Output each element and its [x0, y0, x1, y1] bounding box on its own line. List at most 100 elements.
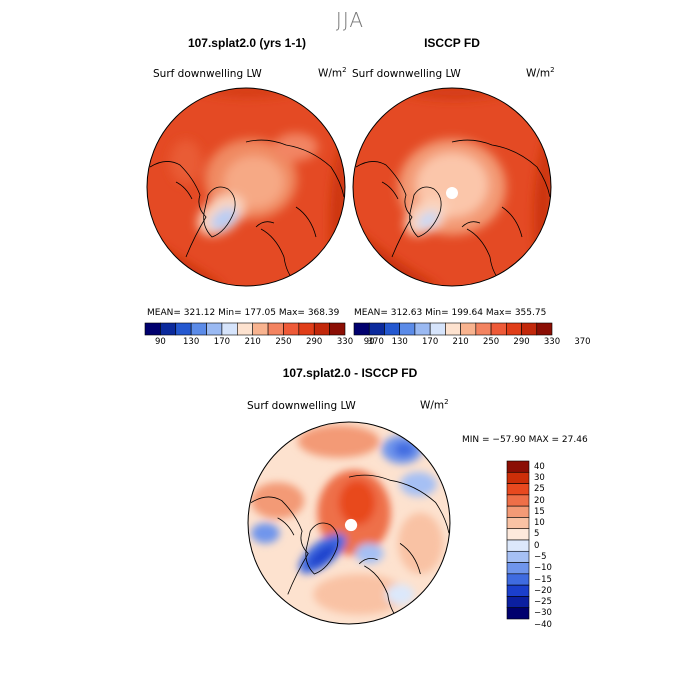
model-colorbar-box [237, 322, 253, 336]
diff-colorbar-box [506, 562, 530, 575]
model-canada-patch [170, 140, 202, 184]
diff-colorbar-box [506, 539, 530, 552]
diff-colorbar-box [506, 550, 530, 563]
model-colorbar-box [252, 322, 269, 336]
diff-colorbar-tick: −5 [534, 551, 547, 562]
model-coastlines [149, 139, 345, 284]
diff-neg-south [355, 543, 384, 564]
model-colorbar-tick: 290 [306, 337, 323, 347]
model-greenland-low [210, 207, 238, 231]
obs-coastlines [355, 139, 551, 284]
obs-colorbar-box [399, 322, 416, 336]
obs-colorbar-tick: 170 [422, 337, 439, 347]
obs-colorbar-box [506, 322, 522, 336]
diff-colorbar [506, 460, 530, 620]
diff-colorbar-tick: 10 [534, 518, 545, 529]
model-colorbar-tick: 330 [336, 337, 354, 347]
obs-polar-map [352, 87, 552, 287]
obs-colorbar-tick: 130 [391, 337, 408, 347]
obs-colorbar-box [384, 322, 400, 336]
obs-colorbar [353, 322, 553, 336]
model-colorbar-ticks: 90 130 170 210 250 290 330 370 [145, 337, 384, 349]
obs-colorbar-box [414, 322, 431, 336]
diff-neg-west [251, 523, 280, 544]
diff-map-border [247, 421, 451, 625]
diff-colorbar-tick: 40 [534, 461, 545, 472]
model-colorbar-box [313, 322, 330, 336]
model-colorbar-tick: 250 [275, 337, 292, 347]
diff-colorbar-box [506, 596, 530, 609]
diff-pos-center-core [338, 480, 376, 526]
obs-colorbar-tick: 370 [574, 337, 591, 347]
diff-variable-label: Surf downwelling LW [247, 400, 356, 412]
diff-colorbar-tick: 0 [534, 540, 540, 551]
obs-units-label: W/m2 [526, 66, 555, 80]
diff-colorbar-tick: 30 [534, 472, 545, 483]
obs-colorbar-tick: 290 [513, 337, 530, 347]
obs-colorbar-box [445, 322, 461, 336]
diff-colorbar-box [506, 505, 530, 518]
diff-colorbar-tick: 20 [534, 495, 545, 506]
obs-colorbar-box [353, 322, 370, 336]
model-colorbar-box [144, 322, 161, 336]
diff-pos-east [397, 512, 443, 574]
obs-stats: MEAN= 312.63 Min= 199.64 Max= 355.75 [354, 308, 547, 318]
diff-colorbar-box [506, 460, 530, 473]
diff-colorbar-box [506, 483, 530, 496]
model-map-border [146, 87, 346, 287]
obs-colorbar-tick: 330 [543, 337, 561, 347]
model-variable-label: Surf downwelling LW [153, 68, 262, 80]
obs-band-top-dark [382, 88, 532, 100]
model-colorbar [144, 322, 346, 336]
diff-colorbar-tick: −15 [534, 574, 552, 585]
model-colorbar-box [206, 322, 223, 336]
diff-neg-greenland-core [309, 544, 336, 567]
diff-colorbar-tick: 25 [534, 484, 545, 495]
obs-colorbar-tick: 250 [482, 337, 500, 347]
diff-colorbar-tick: −25 [534, 597, 552, 608]
obs-map-border [352, 87, 552, 287]
diff-colorbar-ticks: 40 30 25 20 15 10 5 0 −5 −10 −15 −20 −25 −30 −40 [534, 461, 564, 630]
model-units-label: W/m2 [318, 66, 347, 80]
diff-colorbar-box [506, 584, 530, 597]
model-polar-map [146, 87, 346, 287]
diff-colorbar-box [506, 607, 530, 620]
obs-variable-label: Surf downwelling LW [352, 68, 461, 80]
diff-colorbar-tick: 15 [534, 506, 545, 517]
model-colorbar-box [160, 322, 177, 336]
diff-pos-south [313, 574, 406, 615]
diff-colorbar-box [506, 528, 530, 541]
model-colorbar-box [221, 322, 238, 336]
obs-colorbar-box [429, 322, 446, 336]
diff-colorbar-box [506, 494, 530, 507]
obs-colorbar-tick: 90 [363, 337, 375, 347]
diff-stats: MIN = −57.90 MAX = 27.46 [462, 435, 588, 445]
diff-colorbar-tick: −10 [534, 563, 552, 574]
diff-colorbar-tick: 5 [534, 529, 540, 540]
model-colorbar-tick: 210 [244, 337, 261, 347]
diff-colorbar-box [506, 471, 530, 484]
model-arctic-inner [224, 156, 284, 208]
diff-pole-hole [344, 518, 358, 532]
obs-colorbar-ticks: 90 130 170 210 250 290 330 370 [354, 337, 591, 349]
diff-polar-map [247, 421, 451, 625]
obs-pole-hole [446, 187, 458, 199]
diff-pos-north [298, 425, 380, 458]
model-colorbar-tick: 170 [213, 337, 231, 347]
model-colorbar-box [175, 322, 192, 336]
obs-colorbar-box [490, 322, 507, 336]
obs-colorbar-box [368, 322, 385, 336]
diff-colorbar-tick: −40 [534, 619, 552, 630]
obs-colorbar-box [521, 322, 538, 336]
model-colorbar-tick: 130 [183, 337, 200, 347]
model-colorbar-box [267, 322, 284, 336]
diff-panel-title: 107.splat2.0 - ISCCP FD [282, 366, 418, 380]
model-colorbar-box [283, 322, 300, 336]
obs-colorbar-tick: 210 [452, 337, 469, 347]
diff-neg-southeast [385, 584, 415, 605]
model-stats: MEAN= 321.12 Min= 177.05 Max= 368.39 [147, 308, 340, 318]
page-title: JJA [335, 8, 365, 32]
model-colorbar-box [298, 322, 315, 336]
obs-colorbar-box [536, 322, 553, 336]
model-colorbar-box [190, 322, 207, 336]
